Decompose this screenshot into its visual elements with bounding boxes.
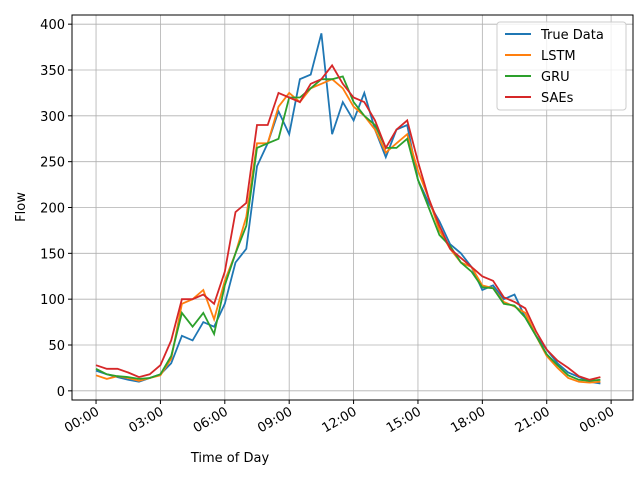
y-tick-label: 150 [40, 247, 65, 262]
y-tick-label: 350 [40, 64, 65, 79]
legend-label: True Data [540, 28, 604, 43]
x-tick-label: 03:00 [126, 404, 166, 436]
x-tick-label: 12:00 [320, 404, 360, 436]
x-tick-label: 00:00 [577, 404, 617, 436]
legend-box [496, 21, 627, 111]
legend: True Data LSTM GRU SAEs [496, 21, 627, 111]
plot-frame [71, 14, 634, 401]
x-tick-label: 06:00 [191, 404, 231, 436]
x-tick-label: 15:00 [384, 404, 424, 436]
x-axis-label: Time of Day [190, 451, 270, 466]
y-tick-label: 100 [40, 293, 65, 308]
x-tick-label: 18:00 [448, 404, 488, 436]
y-tick-label: 200 [40, 202, 65, 217]
y-axis-label: Flow [14, 192, 29, 222]
legend-label: LSTM [541, 49, 576, 64]
x-tick-label: 00:00 [62, 404, 102, 436]
y-tick-label: 400 [40, 18, 65, 33]
x-tick-label: 09:00 [255, 404, 295, 436]
legend-label: GRU [541, 70, 570, 85]
x-tick-label: 21:00 [513, 404, 553, 436]
series-line [95, 63, 601, 381]
series-line [95, 33, 601, 385]
y-tick-label: 50 [48, 339, 65, 354]
y-tick-label: 250 [40, 156, 65, 171]
y-tick-label: 300 [40, 110, 65, 125]
y-tick-label: 0 [57, 385, 65, 400]
legend-label: SAEs [541, 91, 574, 106]
